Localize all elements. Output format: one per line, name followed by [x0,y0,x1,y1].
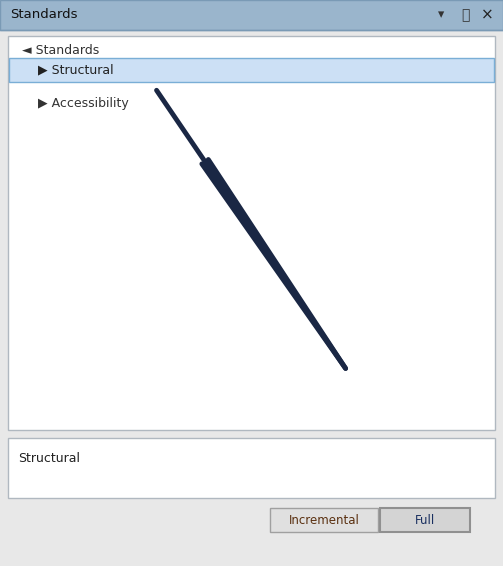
FancyBboxPatch shape [8,36,495,430]
FancyBboxPatch shape [9,58,494,82]
FancyBboxPatch shape [270,508,378,532]
FancyBboxPatch shape [0,0,503,30]
Text: Standards: Standards [10,8,77,22]
Text: Full: Full [415,513,435,526]
Text: ×: × [481,7,493,23]
FancyBboxPatch shape [8,438,495,498]
Text: Structural: Structural [18,452,80,465]
Text: ⑆: ⑆ [461,8,469,22]
Text: Incremental: Incremental [289,513,360,526]
Text: ▾: ▾ [438,8,444,22]
Text: ▶ Structural: ▶ Structural [38,63,114,76]
FancyBboxPatch shape [380,508,470,532]
Text: ◄ Standards: ◄ Standards [22,45,99,58]
Text: ▶ Accessibility: ▶ Accessibility [38,97,129,110]
